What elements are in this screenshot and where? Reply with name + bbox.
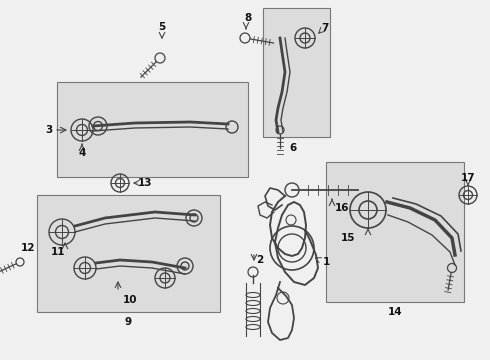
Text: 10: 10 [123,295,137,305]
Text: 15: 15 [341,233,355,243]
Text: 6: 6 [290,143,296,153]
Text: 17: 17 [461,173,475,183]
Text: 12: 12 [21,243,35,253]
Text: 9: 9 [124,317,131,327]
Text: 13: 13 [138,178,152,188]
Text: 2: 2 [256,255,264,265]
Text: 14: 14 [388,307,402,317]
Text: 3: 3 [46,125,52,135]
Bar [37,195,220,312]
Text: 7: 7 [321,23,329,33]
Bar [326,162,464,302]
Bar [263,8,330,137]
Text: 4: 4 [78,148,86,158]
Text: 11: 11 [51,247,65,257]
Text: 8: 8 [245,13,252,23]
Text: 5: 5 [158,22,166,32]
Bar [57,82,248,177]
Text: 16: 16 [335,203,349,213]
Text: 1: 1 [322,257,330,267]
